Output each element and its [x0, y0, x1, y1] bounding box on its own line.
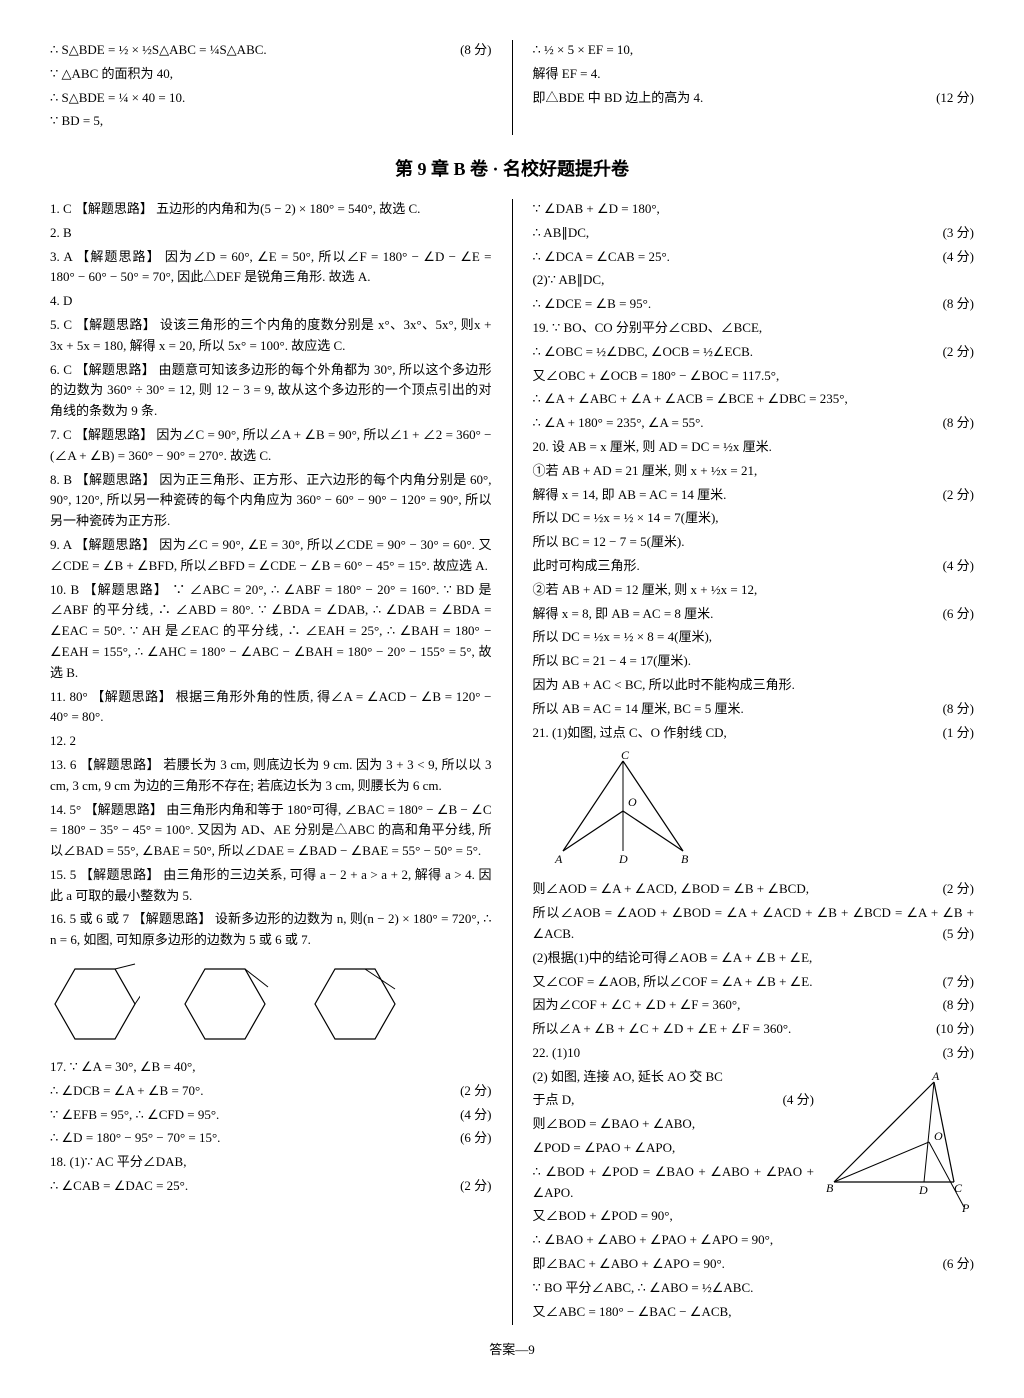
r4: (2)∵ AB∥DC, [533, 270, 975, 291]
main-divider [512, 199, 513, 1325]
q22-l8: ∴ ∠BAO + ∠ABO + ∠PAO + ∠APO = 90°, [533, 1230, 975, 1251]
q21-l5: 又∠COF = ∠AOB, 所以∠COF = ∠A + ∠B + ∠E.(7 分… [533, 972, 975, 993]
hexagon-1 [50, 959, 140, 1049]
q13: 13. 6 【解题思路】 若腰长为 3 cm, 则底边长为 9 cm. 因为 3… [50, 755, 492, 797]
q10: 10. B 【解题思路】 ∵ ∠ABC = 20°, ∴ ∠ABF = 180°… [50, 580, 492, 684]
q21-l1: 21. (1)如图, 过点 C、O 作射线 CD,(1 分) [533, 723, 975, 744]
q12: 12. 2 [50, 731, 492, 752]
r2: ∴ AB∥DC,(3 分) [533, 223, 975, 244]
q2: 2. B [50, 223, 492, 244]
q20-l10: 所以 BC = 21 − 4 = 17(厘米). [533, 651, 975, 672]
label-O: O [628, 795, 637, 809]
triangle-figure-q22: A B C D O P [824, 1072, 974, 1212]
q19-l1: 19. ∵ BO、CO 分别平分∠CBD、∠BCE, [533, 318, 975, 339]
q21-l3: 所以∠AOB = ∠AOD + ∠BOD = ∠A + ∠ACD + ∠B + … [533, 903, 975, 945]
q18-l1: 18. (1)∵ AC 平分∠DAB, [50, 1152, 492, 1173]
q20-l2: ①若 AB + AD = 21 厘米, 则 x + ½x = 21, [533, 461, 975, 482]
q22-l11: 又∠ABC = 180° − ∠BAC − ∠ACB, [533, 1302, 975, 1323]
hexagon-2 [180, 959, 270, 1049]
q3: 3. A 【解题思路】 因为∠D = 60°, ∠E = 50°, 所以∠F =… [50, 247, 492, 289]
top-r3: 即△BDE 中 BD 边上的高为 4.(12 分) [533, 88, 975, 109]
label-C: C [621, 751, 630, 762]
top-divider [512, 40, 513, 135]
triangle-figure-q21: C O A D B [533, 751, 975, 871]
q14: 14. 5° 【解题思路】 由三角形内角和等于 180°可得, ∠BAC = 1… [50, 800, 492, 862]
svg-text:B: B [826, 1181, 834, 1195]
top-l1: ∴ S△BDE = ½ × ½S△ABC = ¼S△ABC.(8 分) [50, 40, 492, 61]
label-A: A [554, 852, 563, 866]
q20-l9: 所以 DC = ½x = ½ × 8 = 4(厘米), [533, 627, 975, 648]
q20-l3: 解得 x = 14, 即 AB = AC = 14 厘米.(2 分) [533, 485, 975, 506]
q17-l1: 17. ∵ ∠A = 30°, ∠B = 40°, [50, 1057, 492, 1078]
q1: 1. C 【解题思路】 五边形的内角和为(5 − 2) × 180° = 540… [50, 199, 492, 220]
q7: 7. C 【解题思路】 因为∠C = 90°, 所以∠A + ∠B = 90°,… [50, 425, 492, 467]
top-l3: ∴ S△BDE = ¼ × 40 = 10. [50, 88, 492, 109]
page-footer: 答案—9 [50, 1340, 974, 1361]
q19-l3: 又∠OBC + ∠OCB = 180° − ∠BOC = 117.5°, [533, 366, 975, 387]
r1: ∵ ∠DAB + ∠D = 180°, [533, 199, 975, 220]
q21-l2: 则∠AOD = ∠A + ∠ACD, ∠BOD = ∠B + ∠BCD,(2 分… [533, 879, 975, 900]
q20-l12: 所以 AB = AC = 14 厘米, BC = 5 厘米.(8 分) [533, 699, 975, 720]
hexagon-3 [310, 959, 400, 1049]
q19-l4: ∴ ∠A + ∠ABC + ∠A + ∠ACB = ∠BCE + ∠DBC = … [533, 389, 975, 410]
q20-l1: 20. 设 AB = x 厘米, 则 AD = DC = ½x 厘米. [533, 437, 975, 458]
svg-text:D: D [918, 1183, 928, 1197]
q20-l8: 解得 x = 8, 即 AB = AC = 8 厘米.(6 分) [533, 604, 975, 625]
top-section: ∴ S△BDE = ½ × ½S△ABC = ¼S△ABC.(8 分) ∵ △A… [50, 40, 974, 135]
top-r1: ∴ ½ × 5 × EF = 10, [533, 40, 975, 61]
top-l4: ∵ BD = 5, [50, 111, 492, 132]
q21-l6: 因为∠COF + ∠C + ∠D + ∠F = 360°,(8 分) [533, 995, 975, 1016]
q21-l7: 所以∠A + ∠B + ∠C + ∠D + ∠E + ∠F = 360°.(10… [533, 1019, 975, 1040]
q20-l7: ②若 AB + AD = 12 厘米, 则 x + ½x = 12, [533, 580, 975, 601]
q20-l5: 所以 BC = 12 − 7 = 5(厘米). [533, 532, 975, 553]
hexagon-figures [50, 959, 492, 1049]
q5: 5. C 【解题思路】 设该三角形的三个内角的度数分别是 x°、3x°、5x°,… [50, 315, 492, 357]
q11: 11. 80° 【解题思路】 根据三角形外角的性质, 得∠A = ∠ACD − … [50, 687, 492, 729]
top-r2: 解得 EF = 4. [533, 64, 975, 85]
chapter-title: 第 9 章 B 卷 · 名校好题提升卷 [50, 155, 974, 184]
label-D: D [618, 852, 628, 866]
q17-l4: ∴ ∠D = 180° − 95° − 70° = 15°.(6 分) [50, 1128, 492, 1149]
q18-l2: ∴ ∠CAB = ∠DAC = 25°.(2 分) [50, 1176, 492, 1197]
q19-l5: ∴ ∠A + 180° = 235°, ∠A = 55°.(8 分) [533, 413, 975, 434]
q20-l11: 因为 AB + AC < BC, 所以此时不能构成三角形. [533, 675, 975, 696]
main-columns: 1. C 【解题思路】 五边形的内角和为(5 − 2) × 180° = 540… [50, 199, 974, 1325]
q17-l2: ∴ ∠DCB = ∠A + ∠B = 70°.(2 分) [50, 1081, 492, 1102]
q19-l2: ∴ ∠OBC = ½∠DBC, ∠OCB = ½∠ECB.(2 分) [533, 342, 975, 363]
q22-l9: 即∠BAC + ∠ABO + ∠APO = 90°.(6 分) [533, 1254, 975, 1275]
q4: 4. D [50, 291, 492, 312]
q17-l3: ∵ ∠EFB = 95°, ∴ ∠CFD = 95°.(4 分) [50, 1105, 492, 1126]
r5: ∴ ∠DCE = ∠B = 95°.(8 分) [533, 294, 975, 315]
q9: 9. A 【解题思路】 因为∠C = 90°, ∠E = 30°, 所以∠CDE… [50, 535, 492, 577]
q16: 16. 5 或 6 或 7 【解题思路】 设新多边形的边数为 n, 则(n − … [50, 909, 492, 951]
svg-text:A: A [931, 1072, 940, 1083]
q20-l6: 此时可构成三角形.(4 分) [533, 556, 975, 577]
q20-l4: 所以 DC = ½x = ½ × 14 = 7(厘米), [533, 508, 975, 529]
q22-l1: 22. (1)10(3 分) [533, 1043, 975, 1064]
q15: 15. 5 【解题思路】 由三角形的三边关系, 可得 a − 2 + a > a… [50, 865, 492, 907]
svg-text:O: O [934, 1129, 943, 1143]
top-right-col: ∴ ½ × 5 × EF = 10, 解得 EF = 4. 即△BDE 中 BD… [533, 40, 975, 135]
svg-text:C: C [954, 1181, 963, 1195]
r3: ∴ ∠DCA = ∠CAB = 25°.(4 分) [533, 247, 975, 268]
top-left-col: ∴ S△BDE = ½ × ½S△ABC = ¼S△ABC.(8 分) ∵ △A… [50, 40, 492, 135]
q21-l4: (2)根据(1)中的结论可得∠AOB = ∠A + ∠B + ∠E, [533, 948, 975, 969]
svg-text:P: P [961, 1201, 970, 1212]
right-column: ∵ ∠DAB + ∠D = 180°, ∴ AB∥DC,(3 分) ∴ ∠DCA… [533, 199, 975, 1325]
left-column: 1. C 【解题思路】 五边形的内角和为(5 − 2) × 180° = 540… [50, 199, 492, 1325]
top-l2: ∵ △ABC 的面积为 40, [50, 64, 492, 85]
q6: 6. C 【解题思路】 由题意可知该多边形的每个外角都为 30°, 所以这个多边… [50, 360, 492, 422]
q8: 8. B 【解题思路】 因为正三角形、正方形、正六边形的每个内角分别是 60°,… [50, 470, 492, 532]
label-B: B [681, 852, 689, 866]
q22-l10: ∵ BO 平分∠ABC, ∴ ∠ABO = ½∠ABC. [533, 1278, 975, 1299]
